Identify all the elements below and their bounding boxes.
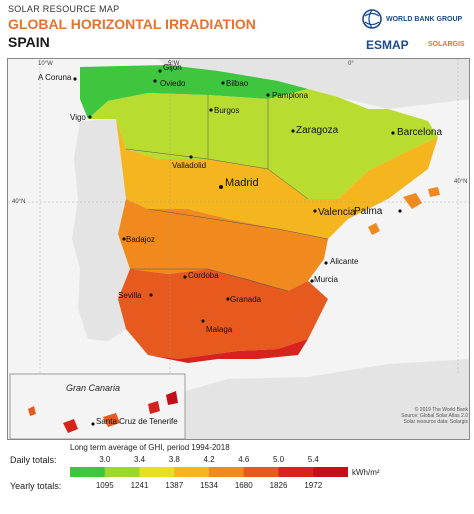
- city-malaga: Malaga: [206, 325, 233, 334]
- city-zaragoza: Zaragoza: [296, 125, 339, 136]
- coord-10w: 10°W: [38, 61, 53, 67]
- credit-line-2: Source: Global Solar Atlas 2.0: [401, 413, 468, 419]
- colorbar-segment: [209, 467, 245, 477]
- zone-orange: [118, 199, 328, 291]
- inset-gran-canaria: Gran Canaria: [66, 383, 121, 393]
- daily-tick-label: 5.0: [272, 455, 285, 464]
- coord-40n-left: 40°N: [12, 199, 26, 205]
- city-granada: Granada: [230, 295, 262, 304]
- city-sevilla: Sevilla: [118, 291, 142, 300]
- map-credit: © 2019 The World Bank Source: Global Sol…: [368, 407, 468, 425]
- zone-yellowgreen: [88, 89, 438, 199]
- city-alicante: Alicante: [330, 257, 359, 266]
- city-valencia: Valencia: [318, 207, 356, 218]
- yearly-tick-label: 1972: [304, 481, 323, 490]
- city-murcia: Murcia: [314, 275, 339, 284]
- city-pamplona: Pamplona: [272, 91, 309, 100]
- yearly-tick-label: 1387: [165, 481, 184, 490]
- city-madrid: Madrid: [225, 177, 259, 189]
- map-supertitle: SOLAR RESOURCE MAP: [8, 4, 120, 14]
- city-badajoz: Badajoz: [126, 235, 155, 244]
- city-gijon: Gijon: [163, 63, 182, 72]
- yearly-tick-label: 1534: [200, 481, 218, 490]
- colorbar-segment: [104, 467, 140, 477]
- credit-line-3: Solar resource data: Solargis: [403, 419, 468, 425]
- daily-values-row: 3.0 3.4 3.8 4.2 4.6 5.0 5.4: [70, 455, 360, 465]
- yearly-tick-label: 1826: [269, 481, 288, 490]
- legend: Long term average of GHI, period 1994-20…: [0, 441, 474, 514]
- irradiation-map: [8, 59, 469, 439]
- city-bilbao: Bilbao: [226, 79, 249, 88]
- daily-tick-label: 3.0: [99, 455, 111, 464]
- city-palma: Palma: [354, 206, 383, 217]
- zone-redorange: [118, 269, 328, 359]
- island-menorca: [428, 187, 440, 197]
- coord-0: 0°: [348, 61, 354, 67]
- daily-tick-label: 3.4: [133, 455, 146, 464]
- colorbar-segment: [70, 467, 106, 477]
- esmap-logo: ESMAP: [366, 38, 409, 52]
- daily-tick-label: 5.4: [307, 455, 319, 464]
- colorbar-segment: [313, 467, 348, 477]
- city-vigo: Vigo: [70, 113, 86, 122]
- yearly-tick-label: 1241: [130, 481, 149, 490]
- city-cordoba: Cordoba: [188, 271, 219, 280]
- globe-icon: [362, 9, 382, 29]
- world-bank-logo: WORLD BANK GROUP: [362, 8, 468, 30]
- city-barcelona: Barcelona: [397, 127, 443, 138]
- daily-tick-label: 4.6: [238, 455, 250, 464]
- island-mallorca: [403, 193, 422, 209]
- coord-40n-right: 40°N: [454, 179, 468, 185]
- colorbar-segment: [243, 467, 279, 477]
- colorbar-segment: [174, 467, 210, 477]
- colorbar-segment: [139, 467, 175, 477]
- yearly-tick-label: 1095: [95, 481, 114, 490]
- city-burgos: Burgos: [214, 106, 240, 115]
- solargis-logo: SOLARGIS: [428, 41, 465, 48]
- coord-5w: 5°W: [168, 61, 180, 67]
- yearly-totals-label: Yearly totals:: [10, 481, 62, 491]
- city-a-coruna: A Coruna: [38, 73, 72, 82]
- map-header: SOLAR RESOURCE MAP GLOBAL HORIZONTAL IRR…: [8, 4, 308, 50]
- world-bank-text: WORLD BANK GROUP: [386, 15, 463, 23]
- city-valladolid: Valladolid: [172, 161, 207, 170]
- credit-line-1: © 2019 The World Bank: [414, 407, 468, 413]
- city-santa-cruz: Santa Cruz de Tenerife: [96, 417, 178, 426]
- colorbar: [70, 467, 348, 477]
- island-ibiza: [368, 223, 380, 235]
- zone-red: [148, 339, 308, 363]
- map-panel: 10°W 5°W 40°N 40°N 0° A Coruna Gijon Ovi…: [7, 58, 470, 440]
- city-oviedo: Oviedo: [160, 79, 186, 88]
- colorbar-segment: [278, 467, 314, 477]
- yearly-tick-label: 1680: [234, 481, 253, 490]
- legend-unit: kWh/m²: [352, 468, 380, 477]
- daily-tick-label: 3.8: [168, 455, 180, 464]
- daily-totals-label: Daily totals:: [10, 455, 57, 465]
- legend-caption: Long term average of GHI, period 1994-20…: [70, 443, 230, 452]
- zone-green: [80, 65, 308, 119]
- daily-tick-label: 4.2: [203, 455, 215, 464]
- yearly-values-row: 1095 1241 1387 1534 1680 1826 1972: [70, 481, 360, 491]
- zone-amber: [116, 119, 438, 239]
- map-title: GLOBAL HORIZONTAL IRRADIATION: [8, 16, 256, 32]
- country-name: SPAIN: [8, 34, 50, 50]
